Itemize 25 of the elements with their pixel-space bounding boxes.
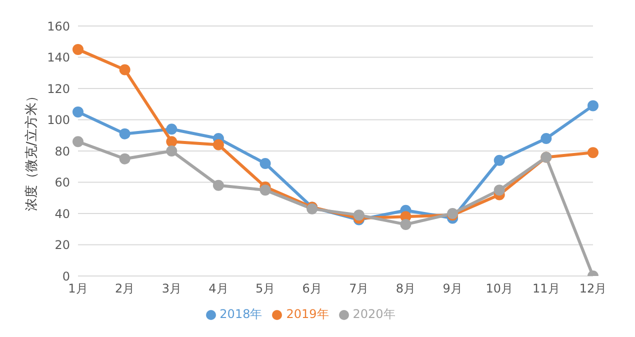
x-tick-label: 9月 xyxy=(442,282,462,296)
legend-label: 2019年 xyxy=(286,307,329,321)
x-tick-label: 4月 xyxy=(208,282,228,296)
y-tick-label: 20 xyxy=(54,238,70,252)
x-tick-label: 8月 xyxy=(396,282,416,296)
x-tick-label: 10月 xyxy=(486,282,514,296)
y-tick-label: 80 xyxy=(54,144,70,158)
y-tick-label: 140 xyxy=(47,50,70,65)
y-tick-label: 40 xyxy=(54,206,70,221)
x-tick-label: 7月 xyxy=(349,282,369,296)
y-tick-label: 120 xyxy=(47,82,70,96)
x-tick-label: 6月 xyxy=(302,282,322,296)
legend-label: 2018年 xyxy=(220,307,262,321)
x-tick-label: 2月 xyxy=(115,282,135,296)
x-tick-label: 5月 xyxy=(255,282,276,296)
x-tick-label: 1月 xyxy=(68,282,88,296)
legend-label: 2020年 xyxy=(352,307,396,321)
x-tick-label: 3月 xyxy=(162,282,182,296)
y-tick-label: 160 xyxy=(47,19,70,34)
x-tick-label: 11月 xyxy=(532,282,560,296)
x-tick-label: 12月 xyxy=(579,282,607,296)
y-tick-label: 0 xyxy=(62,269,70,284)
y-tick-label: 100 xyxy=(47,113,70,128)
y-tick-label: 60 xyxy=(54,176,70,190)
y-axis-title: 浓度（微克/立方米） xyxy=(24,90,40,211)
